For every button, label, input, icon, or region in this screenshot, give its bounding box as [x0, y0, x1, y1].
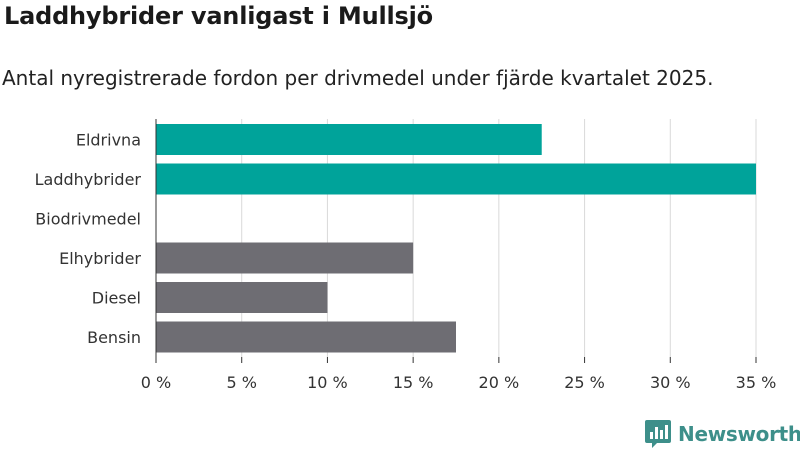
grid-lines	[241, 119, 757, 357]
bar	[156, 163, 756, 195]
bars	[156, 124, 756, 353]
category-label: Elhybrider	[59, 249, 141, 268]
x-tick-label: 25 %	[564, 373, 605, 392]
chart-title: Laddhybrider vanligast i Mullsjö	[4, 2, 433, 30]
x-tick-label: 0 %	[141, 373, 171, 392]
bar	[156, 282, 328, 313]
category-label: Laddhybrider	[35, 170, 142, 189]
category-label: Biodrivmedel	[35, 210, 141, 229]
x-tick-label: 30 %	[650, 373, 691, 392]
x-tick-label: 10 %	[307, 373, 348, 392]
category-label: Bensin	[87, 328, 141, 347]
x-tick-label: 20 %	[479, 373, 520, 392]
category-labels: Eldrivna Laddhybrider Biodrivmedel Elhybrid…	[35, 131, 142, 348]
chart-subtitle: Antal nyregistrerade fordon per drivmede…	[2, 66, 714, 90]
newsworthy-logo-icon	[645, 420, 671, 448]
bar	[156, 321, 456, 353]
bar	[156, 242, 414, 274]
x-axis: 0 % 5 % 10 % 15 % 20 % 25 % 30 % 35 %	[141, 119, 777, 392]
x-tick-label: 35 %	[736, 373, 777, 392]
brand-name: Newsworthy	[678, 422, 800, 446]
brand-logo: Newsworthy	[644, 419, 800, 449]
category-label: Diesel	[92, 289, 141, 308]
category-label: Eldrivna	[76, 131, 141, 150]
x-tick-label: 15 %	[393, 373, 434, 392]
bar	[156, 124, 542, 155]
x-tick-label: 5 %	[226, 373, 256, 392]
